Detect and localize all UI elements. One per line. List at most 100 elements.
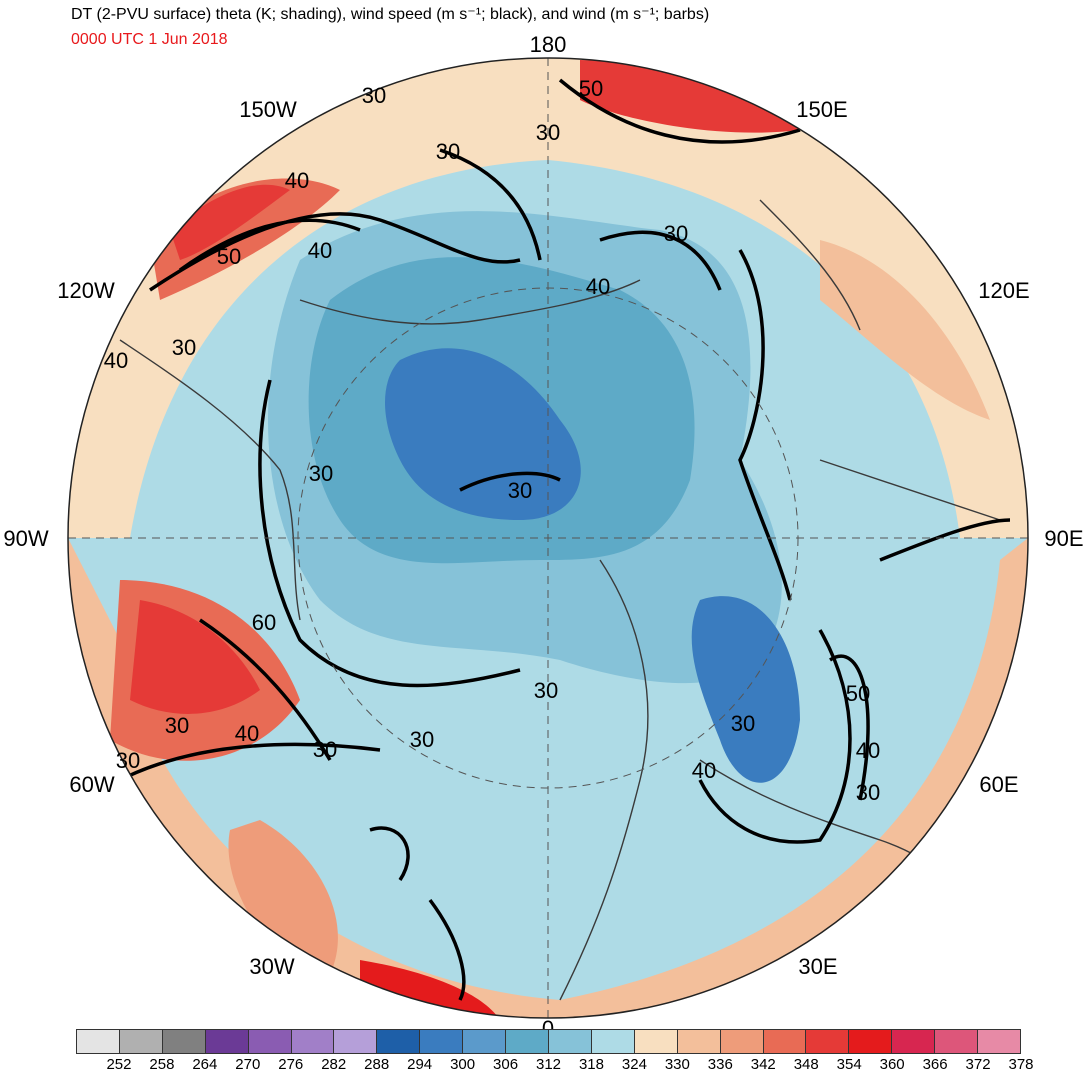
theta-colorbar — [76, 1029, 1021, 1054]
lon-label-60e: 60E — [979, 772, 1018, 797]
graticule — [68, 58, 1028, 1018]
contour-label: 30 — [536, 120, 560, 145]
lon-label-60w: 60W — [69, 772, 114, 797]
contour-label: 30 — [362, 83, 386, 108]
map-boundary — [67, 57, 1029, 1019]
colorbar-tick-label: 276 — [278, 1056, 304, 1073]
contour-label: 30 — [309, 461, 333, 486]
contour-label: 50 — [217, 244, 241, 269]
coastlines — [119, 199, 1001, 1001]
lon-label-120w: 120W — [57, 278, 115, 303]
colorbar-swatch — [634, 1030, 678, 1053]
shading-hot-bering — [580, 60, 800, 133]
contour-label: 40 — [285, 168, 309, 193]
colorbar-tick-label: 324 — [621, 1056, 647, 1073]
colorbar-swatch — [548, 1030, 592, 1053]
contour-label: 30 — [165, 713, 189, 738]
contour-label: 30 — [664, 221, 688, 246]
colorbar-swatch — [892, 1030, 936, 1053]
contour-label: 40 — [104, 348, 128, 373]
colorbar-tick-label: 336 — [707, 1056, 733, 1073]
contour-label: 30 — [116, 748, 140, 773]
contour-label: 40 — [586, 274, 610, 299]
theta-shading — [68, 58, 1028, 1018]
shading-warm-midatlantic — [228, 820, 338, 990]
colorbar-tick-label: 300 — [450, 1056, 476, 1073]
colorbar-tick-label: 312 — [535, 1056, 562, 1073]
colorbar-tick-label: 270 — [235, 1056, 261, 1073]
colorbar-swatch — [806, 1030, 850, 1053]
contour-label: 30 — [856, 780, 880, 805]
colorbar-swatch — [334, 1030, 378, 1053]
colorbar-tick-label: 360 — [879, 1056, 905, 1073]
contour-label: 50 — [846, 681, 870, 706]
contour-label: 30 — [731, 711, 755, 736]
colorbar-tick-label: 348 — [793, 1056, 819, 1073]
contour-label: 40 — [856, 738, 880, 763]
colorbar-swatch — [463, 1030, 507, 1053]
shading-cold-trough-east — [691, 596, 800, 783]
contour-label: 30 — [508, 478, 532, 503]
colorbar-tick-label: 252 — [106, 1056, 132, 1073]
colorbar-tick-label: 318 — [578, 1056, 604, 1073]
colorbar-tick-label: 306 — [493, 1056, 519, 1073]
lon-label-90e: 90E — [1044, 526, 1083, 551]
lon-label-150e: 150E — [796, 97, 847, 122]
wind-speed-contours — [119, 78, 1011, 1001]
contour-label: 40 — [692, 758, 716, 783]
colorbar-tick-label: 342 — [750, 1056, 776, 1073]
contour-label: 40 — [308, 238, 332, 263]
colorbar-tick-label: 258 — [149, 1056, 175, 1073]
colorbar-swatch — [935, 1030, 979, 1053]
colorbar-tick-label: 366 — [922, 1056, 948, 1073]
colorbar-swatch — [978, 1030, 1020, 1053]
lon-label-30w: 30W — [249, 954, 294, 979]
colorbar-tick-label: 282 — [321, 1056, 347, 1073]
colorbar-tick-label: 354 — [836, 1056, 862, 1073]
colorbar-swatch — [162, 1030, 206, 1053]
colorbar-tick-label: 378 — [1008, 1056, 1034, 1073]
shading-hot-pacific — [170, 184, 290, 260]
colorbar-swatch — [420, 1030, 464, 1053]
lon-label-30e: 30E — [798, 954, 837, 979]
colorbar-swatch — [377, 1030, 421, 1053]
colorbar-tick-labels: 252 258 264 270 276 282 288 294 300 306 312 318 324 3… — [76, 1056, 1033, 1076]
colorbar-tick-label: 294 — [407, 1056, 433, 1073]
colorbar-swatch — [291, 1030, 335, 1053]
longitude-labels: 180 150E 120E 90E 60E 30E 0 30W 60W 90W … — [3, 32, 1083, 1041]
lon-label-180: 180 — [530, 32, 567, 57]
colorbar-swatch — [77, 1030, 120, 1053]
colorbar-swatch — [248, 1030, 292, 1053]
valid-time-label: 0000 UTC 1 Jun 2018 — [71, 31, 228, 48]
lon-label-150w: 150W — [239, 97, 297, 122]
colorbar-swatch — [119, 1030, 163, 1053]
contour-label: 30 — [172, 335, 196, 360]
colorbar-swatch — [849, 1030, 893, 1053]
colorbar-tick-label: 372 — [965, 1056, 991, 1073]
contour-label: 40 — [235, 721, 259, 746]
shading-cold-pocket — [385, 348, 581, 520]
colorbar-swatch — [506, 1030, 549, 1053]
shading-hot-atlantic — [130, 600, 260, 714]
contour-labels: 30 30 40 50 50 30 30 30 40 40 30 60 40 3… — [104, 76, 880, 805]
shading-warm-asia — [820, 240, 990, 420]
colorbar-swatch — [591, 1030, 635, 1053]
colorbar-swatch — [205, 1030, 249, 1053]
colorbar-tick-label: 264 — [192, 1056, 218, 1073]
contour-label: 30 — [534, 678, 558, 703]
contour-label: 60 — [252, 610, 276, 635]
chart-title: DT (2-PVU surface) theta (K; shading), w… — [71, 6, 710, 23]
colorbar-swatch — [677, 1030, 721, 1053]
colorbar-tick-label: 288 — [364, 1056, 390, 1073]
colorbar-tick-label: 330 — [664, 1056, 690, 1073]
lon-label-120e: 120E — [978, 278, 1029, 303]
contour-label: 50 — [579, 76, 603, 101]
lon-label-90w: 90W — [3, 526, 48, 551]
contour-label: 30 — [313, 737, 337, 762]
shading-warm-ring-north — [68, 58, 1028, 538]
colorbar-swatch — [720, 1030, 764, 1053]
colorbar-swatch — [763, 1030, 807, 1053]
contour-label: 30 — [436, 139, 460, 164]
contour-label: 30 — [410, 727, 434, 752]
